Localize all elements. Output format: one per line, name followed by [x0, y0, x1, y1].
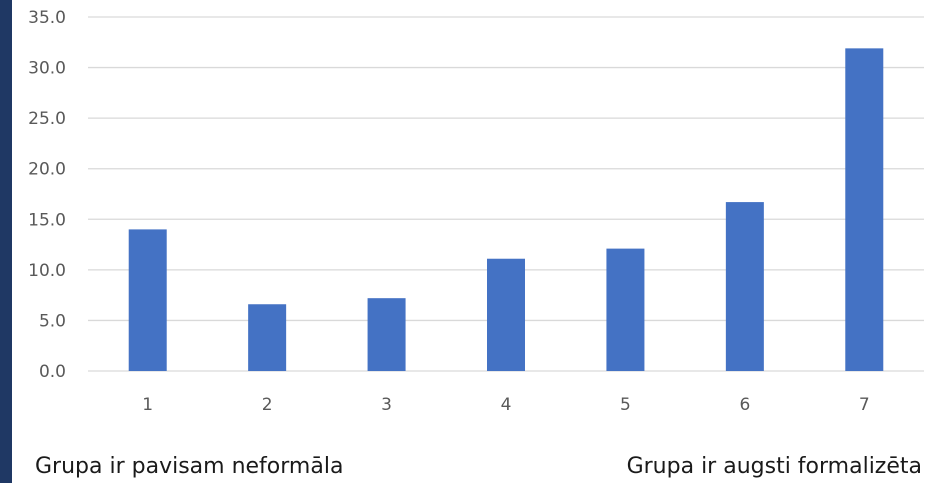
x-tick-label: 6	[739, 395, 750, 415]
accent-strip	[0, 0, 12, 483]
y-tick-label: 25.0	[28, 109, 66, 129]
x-tick-label: 3	[381, 395, 392, 415]
y-tick-label: 30.0	[28, 59, 66, 79]
y-tick-label: 20.0	[28, 160, 66, 180]
y-tick-label: 15.0	[28, 210, 66, 230]
bar-3	[367, 298, 406, 371]
bar-chart: 0.0 5.0 10.0 15.0 20.0 25.0 30.0 35.0 1 2 3 4 5 6 7	[28, 8, 924, 415]
x-tick-label: 4	[501, 395, 512, 415]
bar-5	[606, 248, 645, 371]
y-tick-label: 5.0	[39, 311, 66, 331]
right-caption: Grupa ir augsti formalizēta	[626, 454, 922, 479]
bar-4	[487, 258, 525, 371]
y-tick-label: 0.0	[39, 362, 66, 382]
y-tick-label: 10.0	[28, 261, 66, 281]
x-tick-label: 5	[620, 395, 631, 415]
bar-6	[725, 202, 764, 371]
y-axis-tick-labels: 0.0 5.0 10.0 15.0 20.0 25.0 30.0 35.0	[28, 8, 66, 382]
bar-2	[248, 304, 287, 371]
x-tick-label: 7	[859, 395, 870, 415]
x-tick-label: 2	[262, 395, 273, 415]
x-tick-label: 1	[142, 395, 153, 415]
left-caption: Grupa ir pavisam neformāla	[35, 454, 344, 479]
bars	[128, 48, 884, 372]
bar-7	[845, 48, 884, 372]
bar-1	[128, 229, 167, 371]
x-axis-tick-labels: 1 2 3 4 5 6 7	[142, 395, 869, 415]
y-tick-label: 35.0	[28, 8, 66, 28]
